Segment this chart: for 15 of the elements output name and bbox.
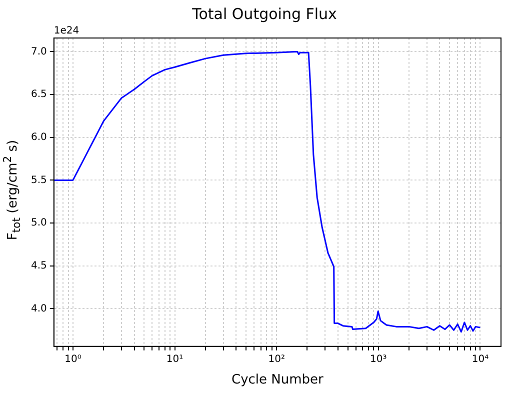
x-axis-title: Cycle Number bbox=[232, 372, 324, 388]
y-tick-label: 6.0 bbox=[30, 132, 47, 143]
y-tick-label: 4.5 bbox=[30, 260, 47, 272]
x-tick-label: 10⁰ bbox=[64, 354, 82, 365]
y-tick-label: 6.5 bbox=[30, 89, 47, 100]
y-tick-label: 4.0 bbox=[30, 303, 47, 314]
x-tick-label: 10¹ bbox=[166, 354, 184, 365]
y-tick-label: 5.5 bbox=[30, 174, 47, 186]
y-tick-label: 7.0 bbox=[30, 46, 47, 58]
x-tick-label: 10³ bbox=[370, 354, 387, 365]
y-tick-label: 5.0 bbox=[30, 218, 47, 229]
x-tick-label: 10⁴ bbox=[472, 354, 489, 365]
chart-title: Total Outgoing Flux bbox=[191, 4, 338, 23]
text: 1e24 bbox=[54, 26, 80, 37]
x-tick-label: 10² bbox=[268, 354, 285, 365]
